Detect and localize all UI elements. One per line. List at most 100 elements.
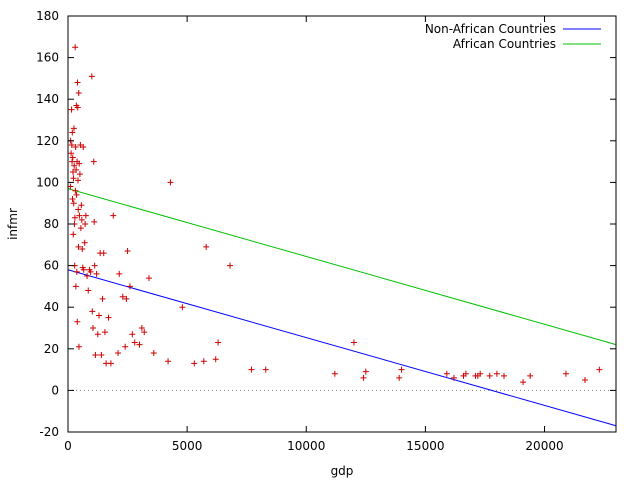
data-point bbox=[596, 366, 603, 373]
data-point bbox=[70, 200, 77, 207]
data-point bbox=[115, 349, 122, 356]
data-point bbox=[87, 268, 94, 275]
x-tick-label: 20000 bbox=[525, 439, 563, 453]
data-point bbox=[150, 349, 157, 356]
data-point bbox=[582, 377, 589, 383]
data-point bbox=[73, 191, 80, 198]
data-point bbox=[74, 318, 81, 325]
plot-frame bbox=[67, 15, 617, 433]
fit-line-african bbox=[67, 188, 617, 346]
data-point bbox=[493, 370, 500, 377]
y-tick-label: 140 bbox=[36, 92, 59, 106]
data-point bbox=[88, 73, 95, 80]
data-point bbox=[200, 358, 207, 365]
data-point bbox=[450, 374, 457, 381]
data-point bbox=[75, 243, 82, 250]
data-point bbox=[69, 158, 76, 165]
legend-label: African Countries bbox=[453, 37, 556, 51]
x-tick-label: 15000 bbox=[406, 439, 444, 453]
data-point bbox=[80, 144, 87, 151]
data-point bbox=[78, 202, 85, 209]
y-tick-label: -20 bbox=[39, 425, 59, 439]
data-point bbox=[73, 166, 80, 173]
data-point bbox=[129, 331, 136, 338]
data-point bbox=[126, 283, 133, 290]
data-point bbox=[70, 231, 77, 238]
data-point bbox=[262, 366, 269, 373]
data-point bbox=[70, 169, 77, 175]
data-point bbox=[191, 360, 198, 367]
data-point bbox=[119, 293, 126, 300]
data-point bbox=[362, 368, 369, 375]
data-point bbox=[331, 370, 338, 377]
data-point bbox=[527, 372, 534, 379]
data-point bbox=[101, 329, 108, 336]
data-point bbox=[68, 141, 75, 148]
data-point bbox=[167, 179, 174, 186]
data-point bbox=[95, 312, 102, 319]
data-point bbox=[227, 262, 234, 269]
data-point bbox=[75, 343, 82, 350]
x-tick-label: 10000 bbox=[287, 439, 325, 453]
data-point bbox=[116, 270, 123, 277]
data-point bbox=[138, 325, 145, 331]
data-point bbox=[70, 125, 77, 132]
y-tick-label: 160 bbox=[36, 51, 59, 65]
data-point bbox=[123, 295, 130, 302]
y-tick-label: 40 bbox=[44, 300, 59, 314]
legend-label: Non-African Countries bbox=[425, 22, 556, 36]
data-point bbox=[82, 212, 89, 219]
data-point bbox=[89, 308, 96, 315]
data-point bbox=[68, 150, 75, 157]
x-tick-label: 0 bbox=[64, 439, 72, 453]
data-point bbox=[179, 304, 186, 311]
data-point bbox=[91, 218, 98, 225]
data-point bbox=[81, 239, 88, 246]
data-point bbox=[486, 372, 493, 379]
y-tick-label: 60 bbox=[44, 259, 59, 273]
data-point bbox=[477, 370, 484, 377]
data-point bbox=[501, 372, 508, 379]
data-point bbox=[398, 366, 405, 373]
y-tick-label: 80 bbox=[44, 217, 59, 231]
data-point bbox=[76, 212, 83, 219]
data-point bbox=[85, 287, 92, 294]
y-tick-label: 20 bbox=[44, 342, 59, 356]
data-point bbox=[462, 370, 469, 377]
fit-line-non-african bbox=[67, 269, 617, 427]
data-point bbox=[105, 314, 112, 321]
data-point bbox=[91, 262, 98, 269]
data-point bbox=[100, 250, 107, 257]
data-point bbox=[212, 356, 219, 363]
data-point bbox=[84, 273, 91, 279]
data-point bbox=[71, 214, 78, 221]
data-point bbox=[90, 325, 97, 331]
data-point bbox=[350, 339, 357, 346]
data-point bbox=[203, 243, 210, 250]
data-point bbox=[74, 79, 81, 86]
data-point bbox=[75, 206, 82, 213]
x-tick-label: 5000 bbox=[172, 439, 203, 453]
data-point bbox=[70, 175, 77, 182]
data-point bbox=[75, 89, 82, 96]
data-point bbox=[94, 331, 101, 338]
data-point bbox=[76, 171, 83, 178]
data-point bbox=[80, 266, 87, 273]
y-axis-label: infmr bbox=[6, 208, 20, 240]
y-tick-label: 120 bbox=[36, 134, 59, 148]
data-point bbox=[110, 212, 117, 219]
data-point bbox=[71, 162, 78, 169]
data-point bbox=[248, 366, 255, 373]
data-point bbox=[92, 352, 99, 359]
data-point bbox=[68, 106, 75, 113]
data-point bbox=[72, 283, 79, 290]
data-point bbox=[98, 352, 105, 359]
data-point bbox=[69, 129, 76, 136]
data-point bbox=[82, 221, 89, 227]
data-point bbox=[72, 187, 79, 194]
data-point bbox=[520, 379, 527, 386]
data-point bbox=[76, 160, 83, 167]
data-point bbox=[122, 343, 129, 350]
